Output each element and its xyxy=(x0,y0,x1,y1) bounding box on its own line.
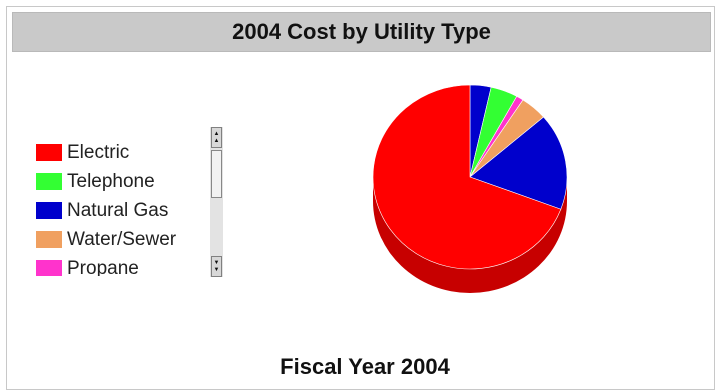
pie-side xyxy=(373,177,567,293)
legend-label-natural-gas: Natural Gas xyxy=(67,199,169,221)
legend-item-water-sewer: Water/Sewer xyxy=(36,225,208,254)
legend-scrollbar[interactable]: ▲ ▲ ▼ ▼ xyxy=(210,127,223,277)
chart-title: 2004 Cost by Utility Type xyxy=(232,19,491,44)
scroll-up-button[interactable]: ▲ ▲ xyxy=(211,127,222,148)
legend-item-propane: Propane xyxy=(36,254,208,276)
chart-subtitle: Fiscal Year 2004 xyxy=(280,354,450,379)
legend-label-water-sewer: Water/Sewer xyxy=(67,228,177,250)
scroll-down-icon-2: ▼ xyxy=(213,266,220,273)
legend-label-electric: Electric xyxy=(67,141,130,163)
scroll-up-icon: ▲ xyxy=(213,130,220,137)
legend-swatch-electric xyxy=(36,144,62,161)
legend-label-propane: Propane xyxy=(67,257,139,277)
legend-swatch-propane xyxy=(36,260,62,276)
pie-chart xyxy=(372,84,568,293)
legend-swatch-natural-gas xyxy=(36,202,62,219)
legend-swatch-telephone xyxy=(36,173,62,190)
scroll-down-icon: ▼ xyxy=(213,259,220,266)
legend-item-electric: Electric xyxy=(36,138,208,167)
chart-legend: Electric Telephone Natural Gas Water/Sew… xyxy=(36,138,208,276)
chart-title-bar: 2004 Cost by Utility Type xyxy=(12,12,711,52)
scroll-thumb[interactable] xyxy=(211,150,222,198)
chart-panel xyxy=(6,6,715,390)
legend-label-telephone: Telephone xyxy=(67,170,155,192)
legend-item-telephone: Telephone xyxy=(36,167,208,196)
scroll-up-icon-2: ▲ xyxy=(213,137,220,144)
pie-side-band xyxy=(373,177,567,293)
pie-slice-electric-5 xyxy=(372,84,562,270)
pie-slice-natural-gas-4 xyxy=(469,116,568,210)
pie-top xyxy=(372,84,568,270)
legend-swatch-water-sewer xyxy=(36,231,62,248)
scroll-down-button[interactable]: ▼ ▼ xyxy=(211,256,222,277)
legend-item-natural-gas: Natural Gas xyxy=(36,196,208,225)
